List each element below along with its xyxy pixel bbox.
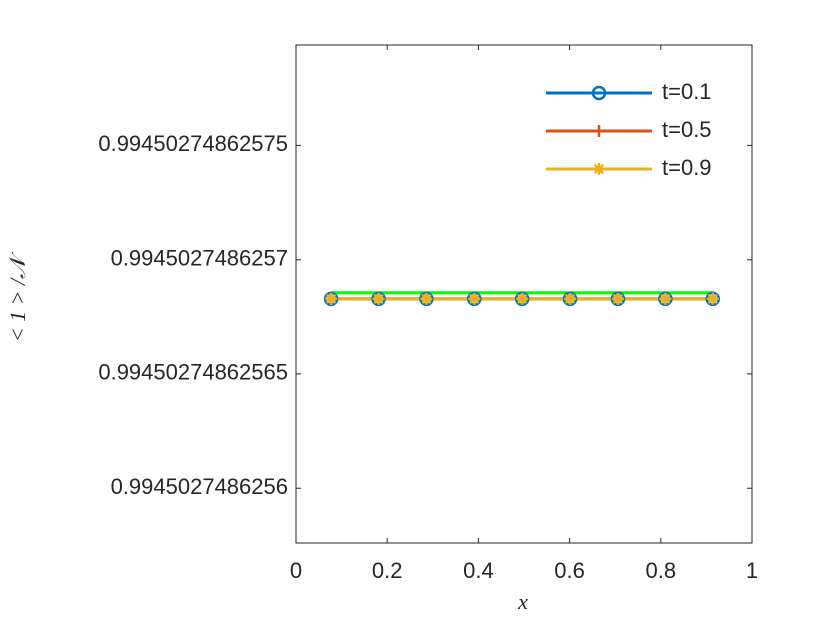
marker [611,292,624,305]
marker-stroke [517,293,528,304]
marker [325,292,338,305]
legend-label: t=0.9 [662,155,712,180]
marker [591,85,607,101]
y-tick-label: 0.9945027486257 [111,246,288,271]
marker [593,163,605,175]
y-tick-label: 0.99450274862565 [98,360,288,385]
x-tick-label: 0.4 [463,558,494,583]
x-tick-label: 0.2 [372,558,403,583]
x-tick-label: 0.8 [646,558,677,583]
marker-stroke [612,293,624,304]
marker-stroke [421,293,432,304]
marker [420,292,433,305]
marker-stroke [326,293,337,304]
x-tick-label: 0 [290,558,302,583]
legend-label: t=0.5 [662,117,712,142]
marker-stroke [593,163,605,175]
x-tick-label: 1 [746,558,758,583]
marker-stroke [564,293,576,304]
marker [372,292,385,305]
marker [564,292,577,305]
y-axis-label: < 1 > /𝒩 [5,251,30,342]
marker [659,292,672,305]
x-tick-label: 0.6 [554,558,585,583]
y-tick-label: 0.9945027486256 [111,474,288,499]
marker-stroke [469,293,480,304]
y-tick-label: 0.99450274862575 [98,131,288,156]
marker [516,292,529,305]
marker [593,125,605,137]
x-axis-label: x [517,589,528,614]
marker [706,292,719,305]
legend-label: t=0.1 [662,79,712,104]
marker [468,292,481,305]
marker-stroke [373,293,384,304]
marker-stroke [707,293,718,304]
marker-stroke [660,293,671,304]
